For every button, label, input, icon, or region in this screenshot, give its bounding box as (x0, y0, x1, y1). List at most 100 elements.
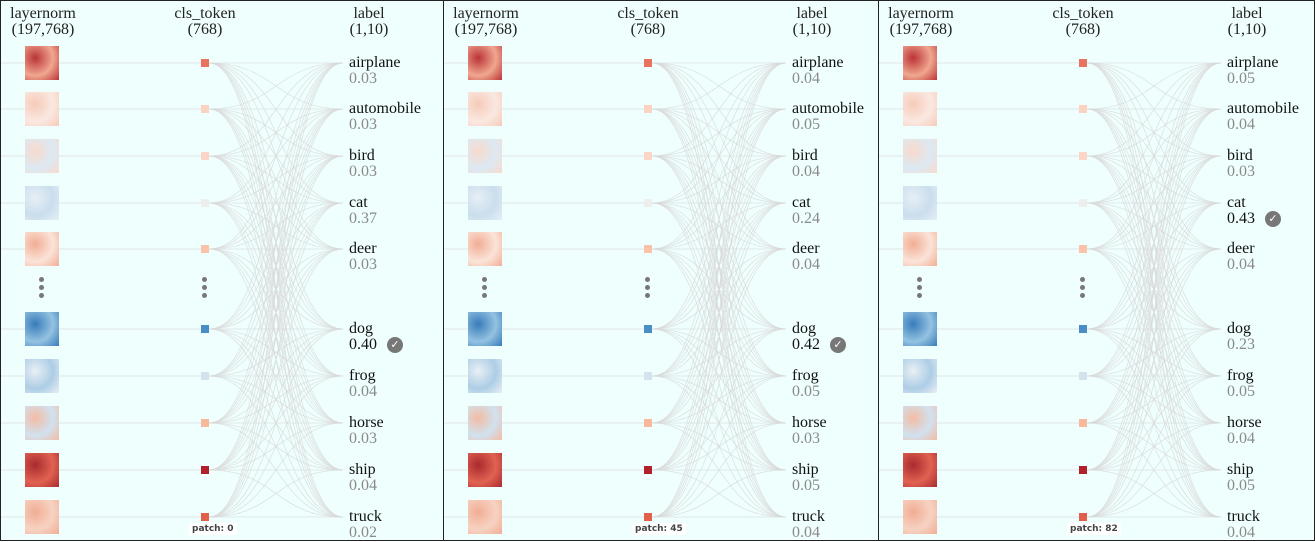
patch-thumbnail[interactable] (25, 232, 59, 266)
patch-thumbnail[interactable] (25, 500, 59, 534)
label-dog: dog (1227, 320, 1251, 337)
label-horse: horse (349, 414, 384, 431)
label-truck: truck (1227, 508, 1260, 525)
cls-token-square[interactable] (1079, 59, 1087, 67)
cls-token-square[interactable] (1079, 513, 1087, 521)
weight-connection-line (651, 328, 787, 377)
cls-token-square[interactable] (201, 513, 209, 521)
layernorm-header-title: layernorm (888, 5, 954, 22)
cls-token-square[interactable] (644, 372, 652, 380)
weight-connection-line (1086, 155, 1222, 518)
weight-connection-line (1086, 469, 1222, 518)
weight-connection-line (208, 62, 344, 204)
weight-connection-line (1086, 328, 1222, 377)
patch-thumbnail[interactable] (903, 186, 937, 220)
patch-thumbnail[interactable] (25, 406, 59, 440)
patch-thumbnail[interactable] (468, 232, 502, 266)
vertical-ellipsis-icon (917, 277, 923, 301)
weight-connection-line (208, 328, 344, 424)
patch-thumbnail[interactable] (903, 312, 937, 346)
patch-thumbnail[interactable] (903, 500, 937, 534)
cls-token-square[interactable] (201, 372, 209, 380)
patch-thumbnail[interactable] (903, 92, 937, 126)
label-probability: 0.04 (1227, 524, 1255, 541)
weight-connection-line (1086, 328, 1222, 471)
label-probability: 0.03 (349, 116, 377, 133)
cls-token-square[interactable] (201, 466, 209, 474)
cls-token-square[interactable] (201, 152, 209, 160)
cls-token-square[interactable] (1079, 199, 1087, 207)
patch-index-label: patch: 0 (189, 523, 237, 535)
weight-connection-line (1086, 375, 1222, 518)
label-deer: deer (792, 240, 820, 257)
patch-thumbnail[interactable] (25, 312, 59, 346)
cls-token-square[interactable] (201, 419, 209, 427)
patch-thumbnail[interactable] (468, 312, 502, 346)
label-header: label (1,10) (1207, 6, 1287, 38)
label-probability: 0.04 (1227, 256, 1255, 273)
cls-token-header-shape: (768) (1065, 21, 1101, 38)
cls-token-header-title: cls_token (617, 5, 679, 22)
label-ship: ship (349, 461, 376, 478)
patch-thumbnail[interactable] (25, 453, 59, 487)
cls-token-square[interactable] (201, 199, 209, 207)
weight-connection-line (651, 202, 787, 250)
patch-thumbnail[interactable] (25, 359, 59, 393)
patch-thumbnail[interactable] (25, 46, 59, 80)
cls-token-square[interactable] (644, 513, 652, 521)
patch-thumbnail[interactable] (468, 500, 502, 534)
cls-token-square[interactable] (1079, 466, 1087, 474)
cls-token-square[interactable] (644, 466, 652, 474)
cls-token-square[interactable] (201, 105, 209, 113)
cls-token-square[interactable] (1079, 325, 1087, 333)
patch-thumbnail[interactable] (468, 46, 502, 80)
cls-token-square[interactable] (644, 152, 652, 160)
patch-thumbnail[interactable] (468, 139, 502, 173)
layernorm-header-title: layernorm (453, 5, 519, 22)
cls-token-square[interactable] (644, 105, 652, 113)
weight-connection-line (651, 62, 787, 377)
patch-thumbnail[interactable] (903, 453, 937, 487)
cls-token-square[interactable] (644, 419, 652, 427)
label-probability: 0.23 (1227, 336, 1255, 353)
layernorm-header-shape: (197,768) (889, 21, 953, 38)
patch-thumbnail[interactable] (468, 186, 502, 220)
patch-thumbnail[interactable] (903, 139, 937, 173)
patch-thumbnail[interactable] (468, 92, 502, 126)
label-airplane: airplane (1227, 54, 1279, 71)
patch-thumbnail[interactable] (25, 186, 59, 220)
patch-thumbnail[interactable] (903, 232, 937, 266)
weight-connection-line (1086, 202, 1222, 250)
patch-thumbnail[interactable] (25, 139, 59, 173)
label-deer: deer (349, 240, 377, 257)
cls-token-square[interactable] (201, 59, 209, 67)
label-deer: deer (1227, 240, 1255, 257)
patch-thumbnail[interactable] (468, 453, 502, 487)
weight-connection-line (651, 108, 787, 518)
label-probability: 0.04 (349, 383, 377, 400)
patch-thumbnail[interactable] (25, 92, 59, 126)
cls-token-square[interactable] (644, 325, 652, 333)
label-cat: cat (792, 194, 811, 211)
weight-connection-line (651, 202, 787, 518)
patch-thumbnail[interactable] (468, 406, 502, 440)
cls-token-square[interactable] (201, 325, 209, 333)
label-truck: truck (349, 508, 382, 525)
cls-token-square[interactable] (1079, 245, 1087, 253)
cls-token-square[interactable] (201, 245, 209, 253)
cls-token-square[interactable] (1079, 372, 1087, 380)
cls-token-square[interactable] (1079, 419, 1087, 427)
cls-token-header: cls_token (768) (598, 6, 698, 38)
label-probability: 0.05 (1227, 383, 1255, 400)
cls-token-square[interactable] (644, 199, 652, 207)
cls-token-square[interactable] (1079, 105, 1087, 113)
weight-connection-line (651, 328, 787, 424)
patch-thumbnail[interactable] (903, 46, 937, 80)
patch-thumbnail[interactable] (468, 359, 502, 393)
patch-thumbnail[interactable] (903, 359, 937, 393)
cls-token-square[interactable] (644, 59, 652, 67)
layernorm-header: layernorm (197,768) (444, 6, 528, 38)
cls-token-square[interactable] (644, 245, 652, 253)
cls-token-square[interactable] (1079, 152, 1087, 160)
patch-thumbnail[interactable] (903, 406, 937, 440)
